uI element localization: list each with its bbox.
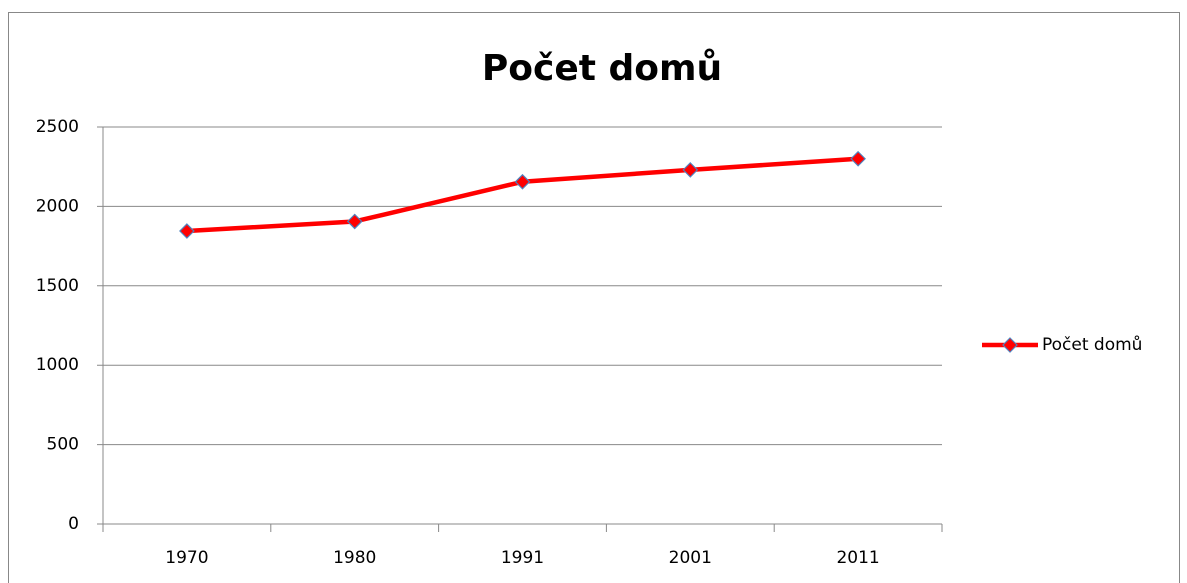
marker xyxy=(850,150,866,167)
x-tick-label: 2011 xyxy=(836,548,879,568)
marker xyxy=(514,173,531,190)
legend-marker xyxy=(1002,337,1018,353)
y-tick-label: 0 xyxy=(68,514,79,534)
legend-label: Počet domů xyxy=(1042,335,1142,355)
marker xyxy=(346,213,363,230)
marker xyxy=(682,162,699,178)
x-tick-label: 1991 xyxy=(501,548,544,568)
y-tick-label: 2500 xyxy=(36,117,79,137)
x-tick-label: 1980 xyxy=(333,548,376,568)
y-tick-label: 1500 xyxy=(36,276,79,296)
y-tick-label: 500 xyxy=(47,435,79,455)
y-tick-label: 1000 xyxy=(36,355,79,375)
chart-title: Počet domů xyxy=(482,48,722,89)
chart-border xyxy=(8,12,1180,583)
marker xyxy=(179,223,195,239)
x-tick-label: 1970 xyxy=(165,548,208,568)
y-tick-label: 2000 xyxy=(36,196,79,216)
x-tick-label: 2001 xyxy=(669,548,712,568)
